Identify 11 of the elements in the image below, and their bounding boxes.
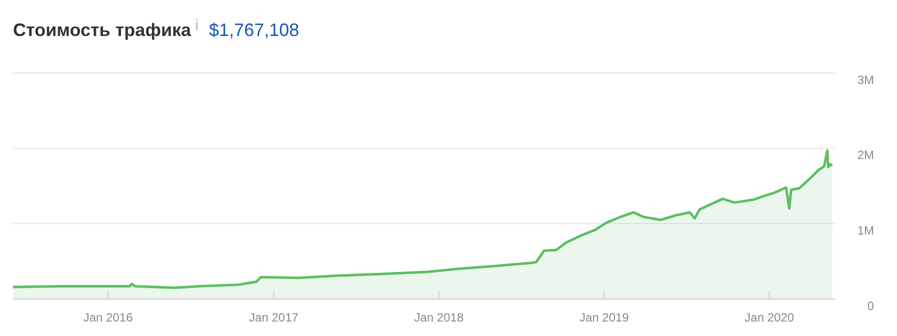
x-tick-label: Jan 2019: [579, 310, 630, 325]
x-tick-label: Jan 2016: [83, 310, 134, 325]
y-tick-label: 3M: [857, 72, 874, 87]
chart-subtitle: $1,767,108: [209, 20, 300, 40]
x-tick-label: Jan 2020: [744, 310, 794, 325]
y-tick-label: 2M: [857, 148, 874, 162]
y-tick-label: 0: [867, 298, 874, 313]
y-tick-label: 1M: [857, 223, 874, 238]
chart-title: Стоимость трафика: [13, 20, 192, 40]
x-tick-label: Jan 2018: [414, 310, 464, 325]
x-tick-label: Jan 2017: [249, 310, 299, 325]
